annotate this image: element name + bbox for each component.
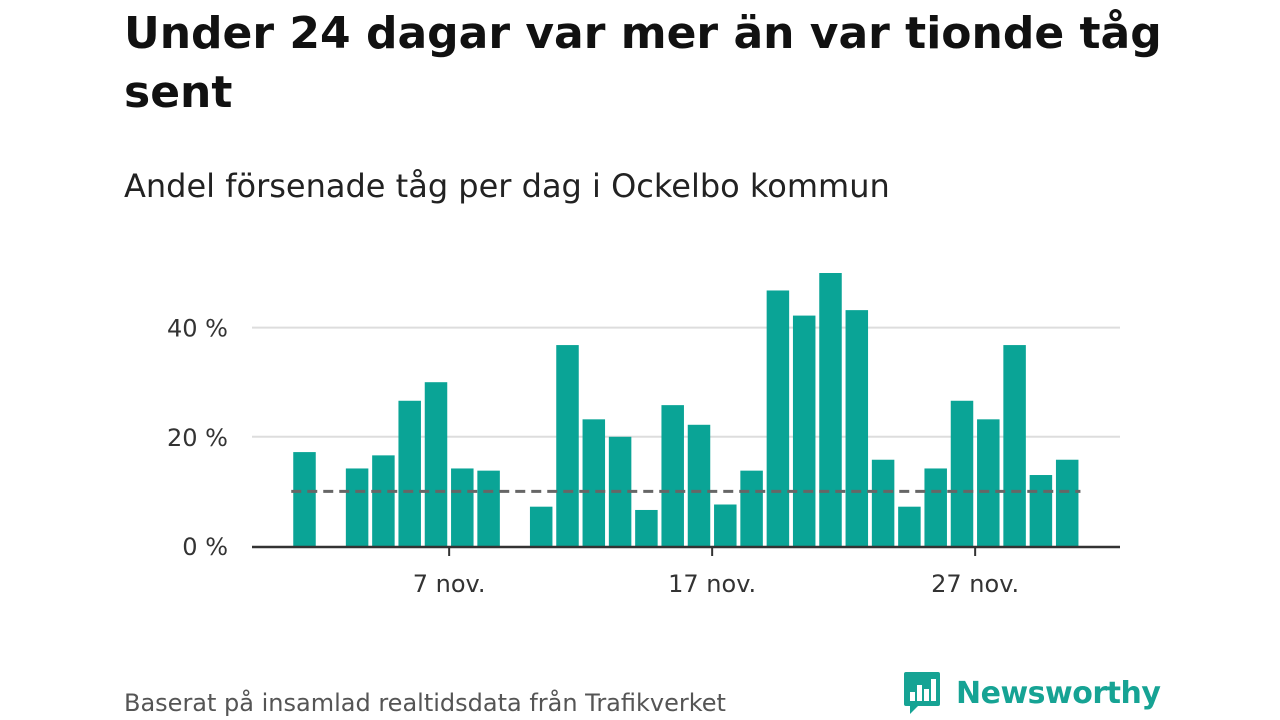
bar — [950, 400, 974, 546]
bar — [687, 424, 711, 546]
bar — [345, 468, 369, 546]
bar — [714, 504, 737, 546]
bar — [924, 468, 947, 546]
bar — [845, 310, 869, 546]
bar — [424, 382, 448, 546]
bars — [293, 273, 1079, 546]
bar — [556, 345, 579, 546]
bar — [1029, 475, 1053, 546]
bar — [635, 509, 658, 546]
brand-name: Newsworthy — [956, 675, 1161, 711]
x-tick-label: 17 nov. — [668, 570, 756, 598]
y-tick-label: 0 % — [182, 533, 228, 561]
chart-title: Under 24 dagar var mer än var tionde tåg… — [124, 8, 1162, 118]
source-note: Baserat på insamlad realtidsdata från Tr… — [124, 689, 726, 717]
bar — [792, 315, 816, 546]
gridlines — [252, 326, 1120, 438]
bar — [477, 470, 500, 546]
bar — [977, 419, 1000, 546]
bar — [451, 468, 474, 546]
bar — [529, 506, 553, 546]
bar — [1003, 345, 1026, 546]
bar-chart-speech-bubble-icon — [904, 672, 940, 714]
x-tick-label: 7 nov. — [413, 570, 486, 598]
y-tick-labels: 0 % 20 % 40 % — [167, 315, 228, 561]
bar — [740, 470, 763, 546]
bar — [898, 506, 921, 546]
y-tick-label: 20 % — [167, 424, 228, 452]
bar — [766, 290, 790, 546]
y-tick-label: 40 % — [167, 315, 228, 343]
chart-subtitle: Andel försenade tåg per dag i Ockelbo ko… — [124, 167, 890, 205]
x-axis — [252, 545, 1120, 556]
newsworthy-logo: Newsworthy — [902, 670, 1161, 716]
bar — [819, 273, 842, 546]
bar — [372, 455, 395, 546]
bar — [1055, 459, 1079, 546]
x-tick-label: 27 nov. — [931, 570, 1019, 598]
bar — [293, 452, 316, 546]
bar — [398, 400, 421, 546]
bar — [661, 405, 684, 546]
bar — [871, 459, 895, 546]
bar — [582, 419, 606, 546]
x-tick-labels: 7 nov. 17 nov. 27 nov. — [413, 570, 1019, 598]
